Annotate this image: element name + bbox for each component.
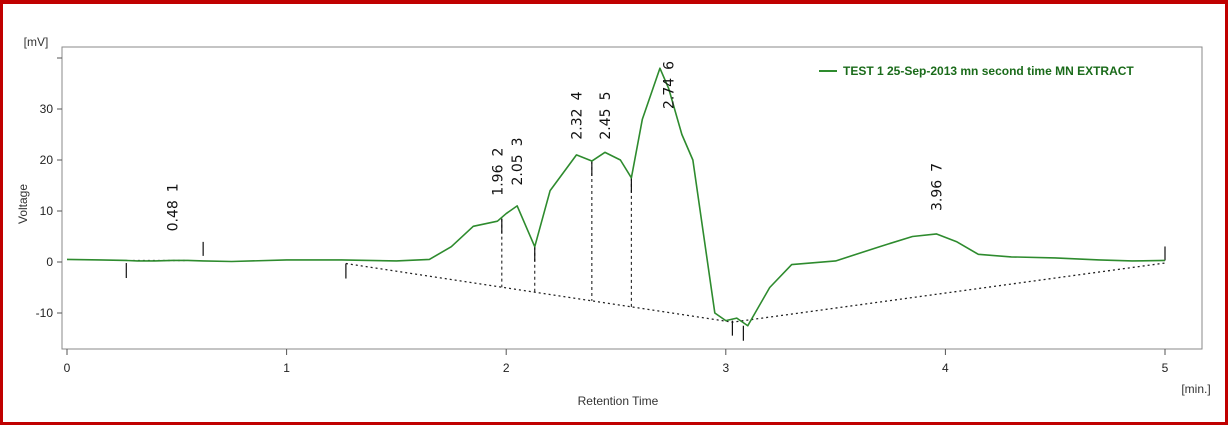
peak-number: 3: [510, 137, 526, 146]
series-group: [66, 67, 1166, 327]
peak-retention-time: 2.32: [569, 108, 585, 139]
y-tick-label: -10: [36, 306, 54, 320]
peak-number: 6: [662, 61, 678, 70]
peak-retention-time: 2.74: [662, 78, 678, 109]
peak-retention-time: 0.48: [165, 200, 181, 231]
x-unit-label: [min.]: [1181, 382, 1210, 396]
peak-label: 1.96 2: [490, 148, 506, 196]
peak-number: 5: [598, 92, 614, 101]
x-tick-label: 3: [722, 361, 729, 375]
peak-number: 2: [490, 148, 506, 157]
x-tick-label: 5: [1162, 361, 1169, 375]
y-tick-label: 0: [46, 255, 53, 269]
x-tick-label: 0: [64, 361, 71, 375]
y-unit-label: [mV]: [24, 35, 49, 49]
peak-retention-time: 3.96: [930, 180, 946, 211]
y-tick-label: 10: [40, 204, 54, 218]
peak-number: 7: [930, 163, 946, 172]
y-tick-label: 20: [40, 153, 54, 167]
x-tick-label: 4: [942, 361, 949, 375]
peak-retention-time: 1.96: [490, 164, 506, 195]
peak-labels-group: 0.48 1 1.96 2 2.05 3 2.32 4 2.45 5 2.74 6 3.96 7: [165, 61, 945, 232]
peak-label: 3.96 7: [930, 163, 946, 211]
peak-number: 1: [165, 183, 181, 192]
x-tick-label: 1: [283, 361, 290, 375]
y-axis-title: Voltage: [16, 184, 30, 224]
peak-number: 4: [569, 91, 585, 100]
peak-retention-time: 2.45: [598, 108, 614, 139]
y-tick-label: 30: [40, 102, 54, 116]
x-axis-title: Retention Time: [578, 394, 659, 408]
plot-area: [61, 46, 1203, 350]
peak-label: 2.45 5: [598, 92, 614, 140]
legend: TEST 1 25-Sep-2013 mn second time MN EXT…: [819, 64, 1134, 78]
x-tick-label: 2: [503, 361, 510, 375]
peak-label: 2.32 4: [569, 91, 585, 139]
trace-line: [66, 67, 1166, 327]
peak-retention-time: 2.05: [510, 154, 526, 185]
legend-label: TEST 1 25-Sep-2013 mn second time MN EXT…: [843, 64, 1134, 78]
integration-marks-group: [125, 161, 1166, 341]
peak-label: 2.05 3: [510, 137, 526, 185]
peak-label: 2.74 6: [662, 61, 678, 109]
peak-label: 0.48 1: [165, 183, 181, 231]
